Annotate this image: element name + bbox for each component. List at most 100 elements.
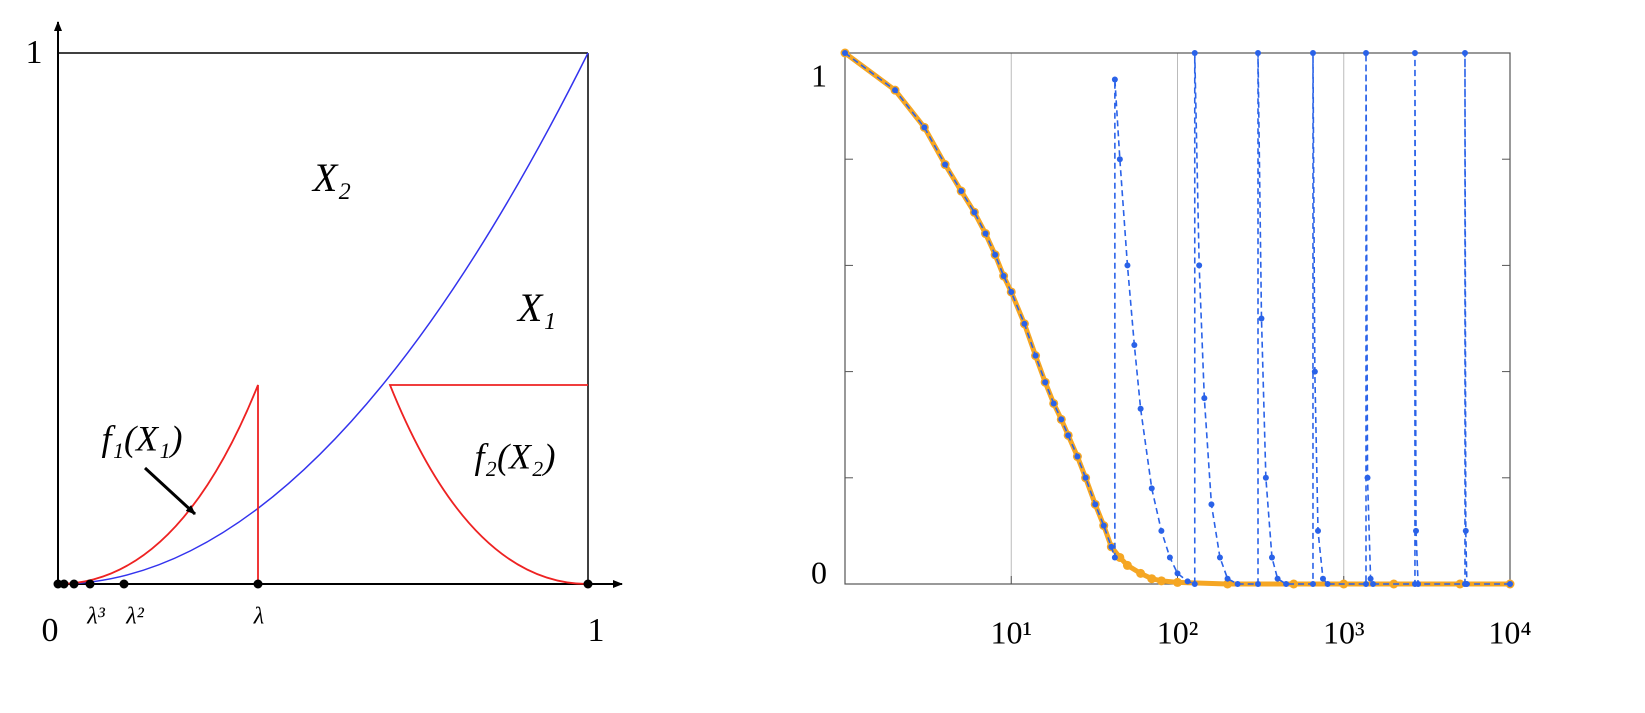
data-point (1008, 288, 1015, 295)
data-point (1463, 581, 1470, 587)
data-point (1082, 474, 1089, 481)
region-label: X₁ (516, 285, 556, 330)
function-label: f₁(X₁) (102, 418, 183, 458)
data-point (1268, 554, 1275, 561)
f2-curve (388, 384, 589, 585)
data-point (1058, 416, 1065, 423)
data-point (1122, 560, 1132, 570)
data-point (1108, 543, 1115, 550)
data-point (992, 251, 999, 258)
data-point (1166, 554, 1173, 561)
data-point (1000, 273, 1007, 280)
data-point (1411, 50, 1418, 56)
data-point (1367, 575, 1374, 582)
data-point (982, 230, 989, 237)
data-point (1115, 552, 1125, 562)
data-point (1148, 485, 1155, 492)
data-point (1415, 581, 1422, 587)
data-point (1255, 581, 1262, 587)
data-point (1174, 570, 1181, 577)
boundary-curve (57, 52, 589, 585)
data-point (1262, 474, 1269, 481)
data-point (1363, 50, 1370, 56)
data-point (1124, 262, 1131, 269)
point (85, 579, 95, 589)
data-point (1274, 575, 1281, 582)
data-point (1462, 527, 1469, 534)
x-tick-label: λ (253, 604, 264, 630)
data-point (1201, 395, 1208, 402)
data-point (1309, 50, 1316, 56)
data-point (1158, 527, 1165, 534)
data-point (1173, 577, 1182, 587)
data-point (1042, 379, 1049, 386)
data-point (1283, 581, 1290, 587)
point (253, 579, 263, 589)
data-point (1092, 501, 1099, 508)
x-tick-label: λ² (125, 604, 144, 630)
data-point (1050, 400, 1057, 407)
data-point (1319, 575, 1326, 582)
data-point (1156, 576, 1166, 586)
data-point (1111, 554, 1118, 561)
data-point (1074, 453, 1081, 460)
data-point (942, 161, 949, 168)
data-point (892, 87, 899, 94)
data-point (1136, 568, 1146, 578)
data-point (1184, 578, 1191, 585)
data-point (958, 188, 965, 195)
chart: 10¹ 10² 10³ 10⁴ 0 1 (811, 48, 1532, 650)
point (583, 579, 593, 589)
data-point (1234, 581, 1241, 587)
data-point (1461, 50, 1468, 56)
data-point (1224, 575, 1231, 582)
data-point (1137, 405, 1144, 412)
point (59, 579, 69, 589)
data-point (1412, 527, 1419, 534)
data-point (921, 124, 928, 131)
data-point (1314, 527, 1321, 534)
data-point (1116, 156, 1123, 163)
pointer-arrow (143, 466, 197, 516)
x-tick-label: 10³ (1323, 614, 1365, 650)
point (69, 579, 79, 589)
data-point (1021, 320, 1028, 327)
y-tick-label: 1 (811, 57, 827, 93)
data-point (1255, 50, 1262, 56)
y-tick-label: 0 (811, 554, 827, 590)
data-point (1216, 554, 1223, 561)
function-label: f₂(X₂) (475, 436, 556, 476)
f1-curve (57, 384, 259, 585)
data-point (1147, 574, 1157, 584)
data-point (1100, 522, 1107, 529)
y-axis-label: 1 (26, 34, 43, 71)
data-point (1324, 581, 1331, 587)
axis-points (53, 579, 593, 589)
origin-label: 0 (42, 612, 59, 649)
x-tick-label: 10⁴ (1488, 614, 1531, 650)
data-point (1032, 352, 1039, 359)
diagram: 1 0 1 λ³ λ² λ X₂ X₁ f₁(X₁) f₂(X₂) (26, 21, 623, 649)
data-point (1364, 474, 1371, 481)
region-label: X₂ (311, 155, 351, 200)
data-point (1111, 76, 1118, 83)
x-axis-end-label: 1 (588, 612, 605, 649)
data-point (842, 50, 848, 56)
x-tick-label: λ³ (86, 604, 105, 630)
data-point (1363, 581, 1370, 587)
data-point (1208, 501, 1215, 508)
data-point (1196, 262, 1203, 269)
data-point (1223, 579, 1233, 589)
data-point (1309, 581, 1316, 587)
data-point (1191, 581, 1198, 587)
data-point (1311, 368, 1318, 375)
data-point (1258, 315, 1265, 322)
data-point (1370, 581, 1377, 587)
data-point (1065, 432, 1072, 439)
x-tick-label: 10¹ (990, 614, 1032, 650)
x-tick-label: 10² (1157, 614, 1199, 650)
data-point (971, 209, 978, 216)
point (119, 579, 129, 589)
data-point (1507, 581, 1513, 587)
